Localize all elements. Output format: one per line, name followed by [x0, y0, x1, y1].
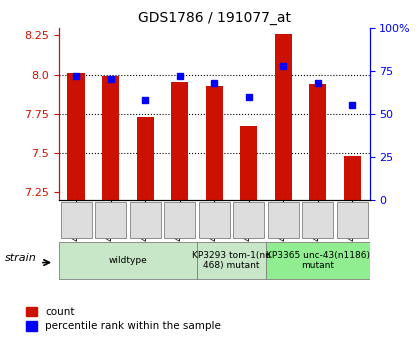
Bar: [171, 82, 188, 200]
Text: strain: strain: [5, 254, 37, 263]
Text: KP3293 tom-1(nu
468) mutant: KP3293 tom-1(nu 468) mutant: [192, 251, 271, 270]
Bar: [344, 156, 361, 200]
FancyBboxPatch shape: [268, 202, 299, 238]
Legend: count, percentile rank within the sample: count, percentile rank within the sample: [26, 307, 221, 332]
FancyBboxPatch shape: [337, 202, 368, 238]
FancyBboxPatch shape: [60, 202, 92, 238]
FancyBboxPatch shape: [59, 242, 197, 279]
Bar: [136, 117, 154, 200]
Text: wildtype: wildtype: [108, 256, 147, 265]
Bar: [102, 76, 119, 200]
FancyBboxPatch shape: [95, 202, 126, 238]
FancyBboxPatch shape: [197, 242, 266, 279]
FancyBboxPatch shape: [164, 202, 195, 238]
FancyBboxPatch shape: [199, 202, 230, 238]
Bar: [205, 86, 223, 200]
Bar: [68, 73, 85, 200]
FancyBboxPatch shape: [233, 202, 264, 238]
Bar: [309, 84, 326, 200]
FancyBboxPatch shape: [130, 202, 161, 238]
Bar: [240, 126, 257, 200]
FancyBboxPatch shape: [302, 202, 333, 238]
FancyBboxPatch shape: [266, 242, 370, 279]
Title: GDS1786 / 191077_at: GDS1786 / 191077_at: [138, 11, 291, 25]
Bar: [275, 34, 292, 200]
Text: KP3365 unc-43(n1186)
mutant: KP3365 unc-43(n1186) mutant: [266, 251, 370, 270]
